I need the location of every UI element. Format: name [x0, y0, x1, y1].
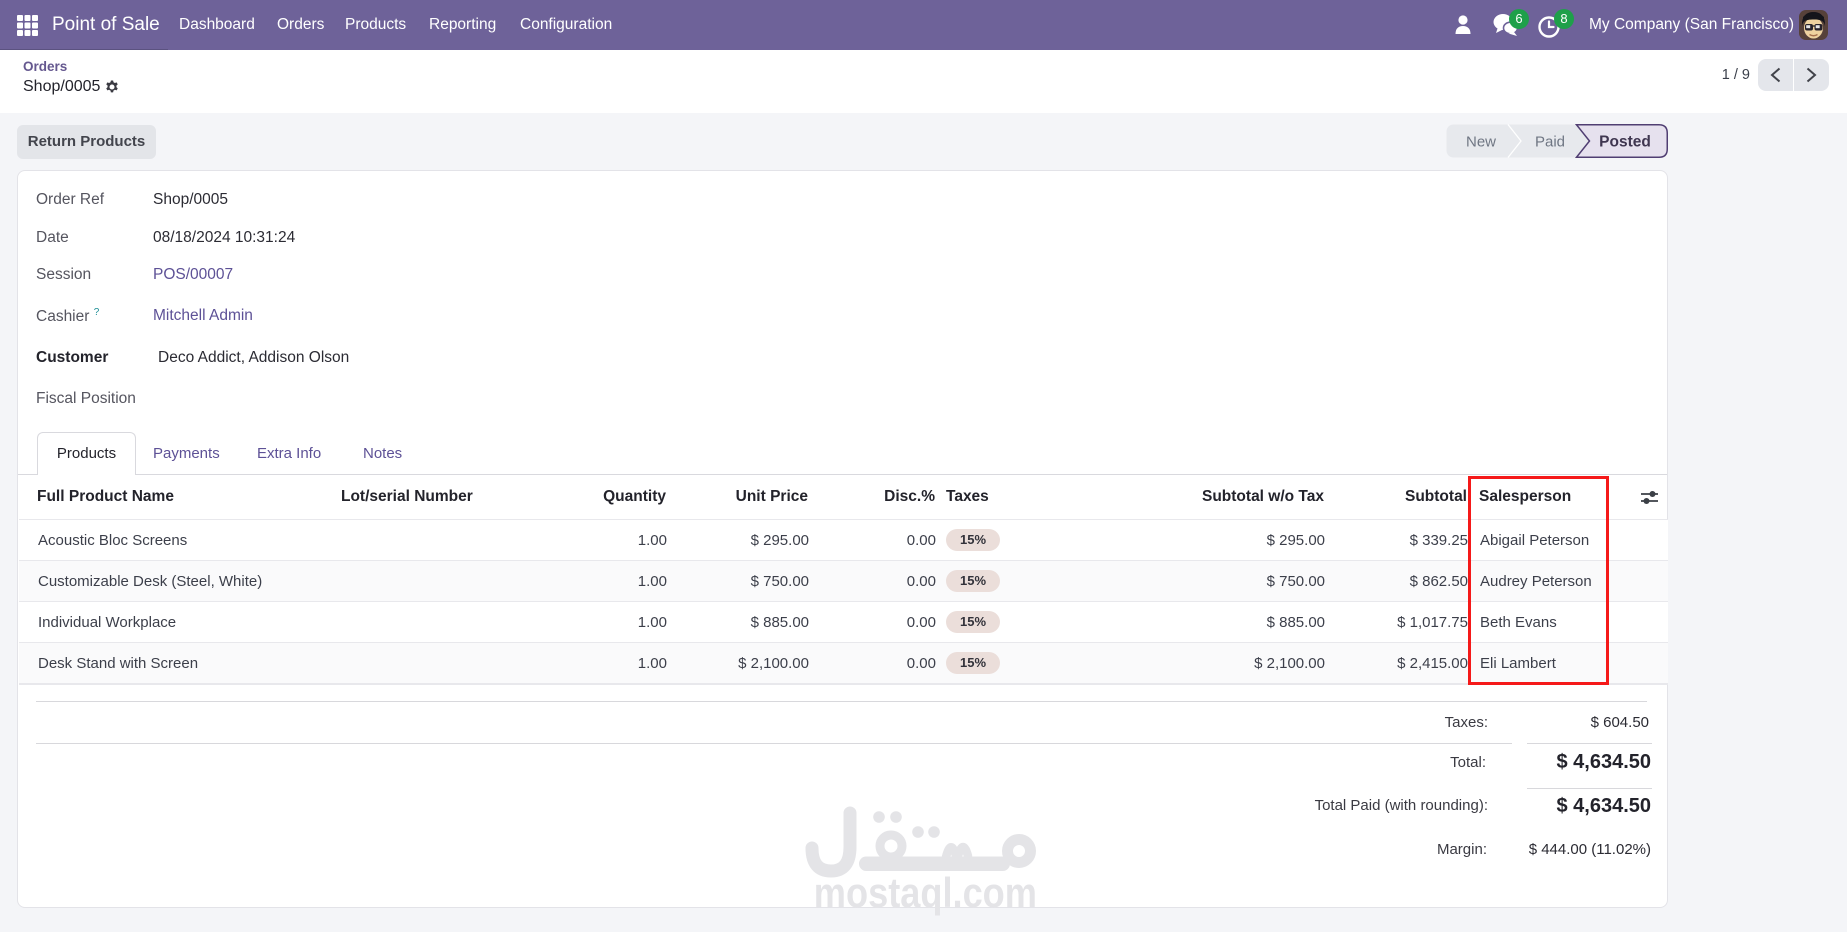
svg-text:Posted: Posted [1599, 134, 1651, 151]
svg-text:Paid: Paid [1535, 134, 1565, 151]
svg-text:New: New [1466, 134, 1496, 151]
